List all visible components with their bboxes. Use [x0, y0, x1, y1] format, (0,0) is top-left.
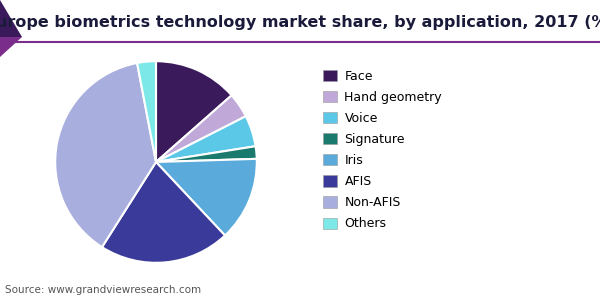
Wedge shape [156, 95, 246, 162]
Wedge shape [156, 159, 257, 236]
Wedge shape [156, 146, 257, 162]
Wedge shape [156, 61, 232, 162]
Wedge shape [137, 61, 156, 162]
Text: Europe biometrics technology market share, by application, 2017 (%): Europe biometrics technology market shar… [0, 16, 600, 31]
Legend: Face, Hand geometry, Voice, Signature, Iris, AFIS, Non-AFIS, Others: Face, Hand geometry, Voice, Signature, I… [318, 64, 447, 236]
Polygon shape [0, 37, 22, 57]
Text: Source: www.grandviewresearch.com: Source: www.grandviewresearch.com [5, 285, 201, 295]
Wedge shape [156, 116, 256, 162]
Wedge shape [55, 63, 156, 247]
Wedge shape [102, 162, 225, 263]
Polygon shape [0, 0, 22, 37]
